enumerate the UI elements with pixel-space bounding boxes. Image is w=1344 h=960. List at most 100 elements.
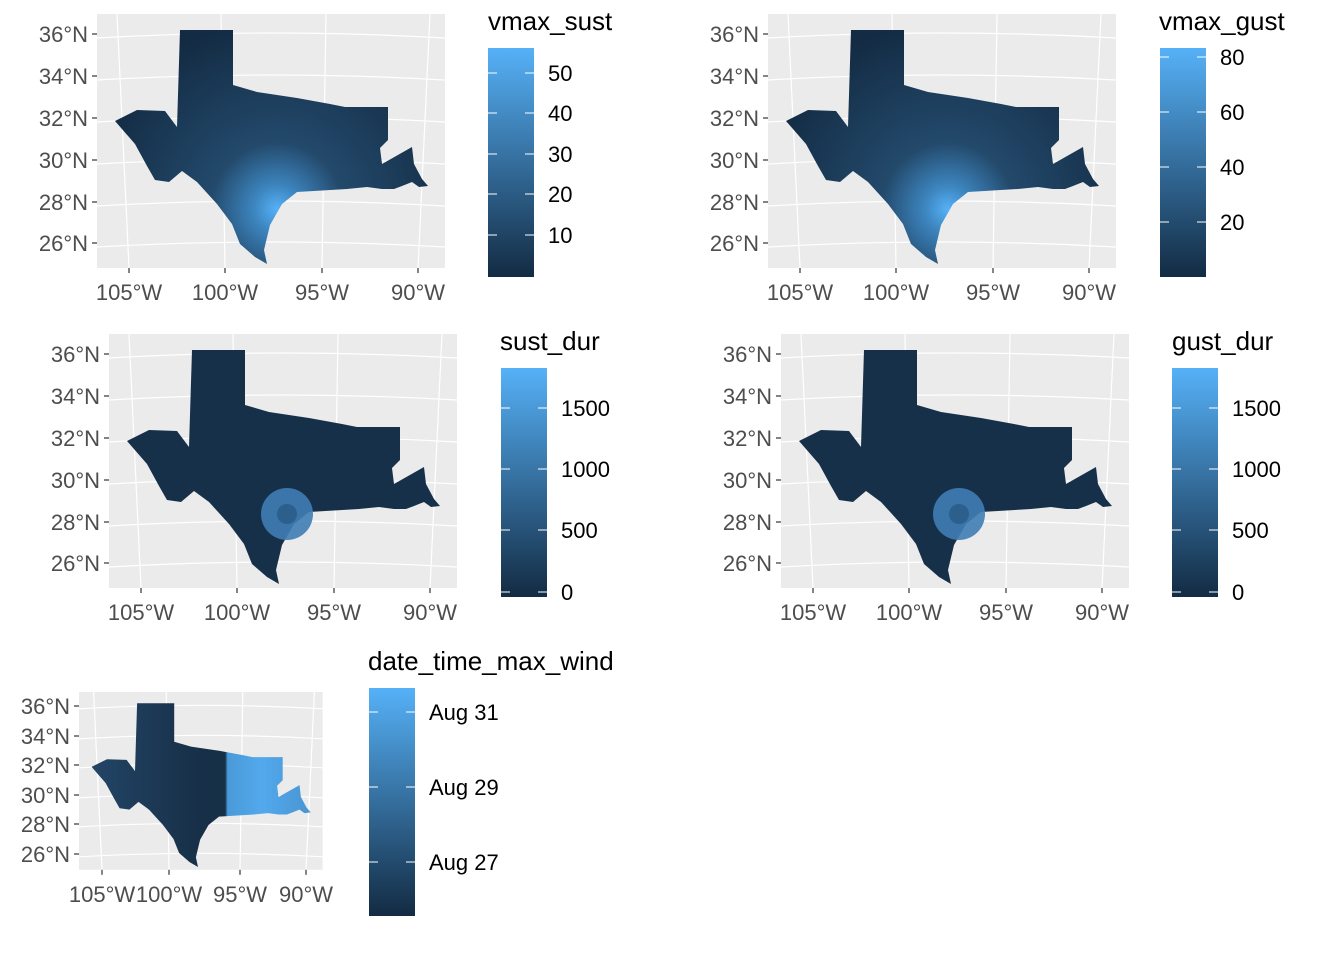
lat-tick-label: 26°N — [710, 231, 759, 256]
legend-tick-label: 1500 — [1232, 396, 1281, 421]
legend-tick-label: 20 — [548, 182, 572, 207]
texas-region-fill — [127, 350, 440, 584]
gridline-lat — [78, 734, 323, 740]
gridline-lon — [417, 13, 431, 269]
lon-tick-label: 105°W — [767, 280, 834, 305]
lon-tick-label: 100°W — [863, 280, 930, 305]
lat-tick-label: 32°N — [710, 106, 759, 131]
lat-tick-label: 26°N — [39, 231, 88, 256]
duration-hotspot-core — [949, 504, 969, 524]
lat-tick-label: 36°N — [710, 22, 759, 47]
gridline-lat — [780, 561, 1130, 568]
legend-tick-label: Aug 27 — [429, 850, 499, 875]
legend-tick-label: 500 — [1232, 518, 1269, 543]
lat-tick-label: 30°N — [51, 468, 100, 493]
lat-tick-label: 34°N — [723, 384, 772, 409]
gridline-lat — [767, 241, 1117, 248]
lon-tick-label: 95°W — [213, 882, 267, 907]
lat-tick-label: 30°N — [710, 148, 759, 173]
legend-tick-label: 1000 — [1232, 457, 1281, 482]
legend-tick-label: 0 — [1232, 580, 1244, 605]
lat-tick-label: 34°N — [710, 64, 759, 89]
lon-tick-label: 90°W — [1062, 280, 1116, 305]
lon-tick-label: 105°W — [780, 600, 847, 625]
legend-title: vmax_sust — [488, 6, 613, 36]
legend-title: vmax_gust — [1159, 6, 1285, 36]
gridline-lon — [128, 333, 142, 589]
legend-tick-label: 1000 — [561, 457, 610, 482]
texas-region-fill — [115, 30, 428, 264]
duration-hotspot-core — [277, 504, 297, 524]
lat-tick-label: 28°N — [21, 812, 70, 837]
lat-tick-label: 36°N — [39, 22, 88, 47]
lat-tick-label: 30°N — [39, 148, 88, 173]
lon-tick-label: 95°W — [979, 600, 1033, 625]
gridline-lat — [96, 241, 446, 248]
lat-tick-label: 32°N — [51, 426, 100, 451]
lon-tick-label: 90°W — [279, 882, 333, 907]
gridline-lon — [1088, 13, 1102, 269]
lon-tick-label: 95°W — [307, 600, 361, 625]
lon-tick-label: 100°W — [192, 280, 259, 305]
legend-tick-label: Aug 31 — [429, 700, 499, 725]
lon-tick-label: 105°W — [108, 600, 175, 625]
gridline-lat — [780, 352, 1130, 359]
texas-region-fill — [91, 703, 311, 867]
lat-tick-label: 28°N — [51, 510, 100, 535]
gridline-lat — [108, 352, 458, 359]
lon-tick-label: 100°W — [204, 600, 271, 625]
lat-tick-label: 28°N — [723, 510, 772, 535]
legend-tick-label: 40 — [1220, 155, 1244, 180]
legend-colorbar — [1160, 48, 1206, 277]
lon-tick-label: 105°W — [69, 882, 136, 907]
lat-tick-label: 34°N — [51, 384, 100, 409]
lon-tick-label: 90°W — [403, 600, 457, 625]
lat-tick-label: 26°N — [723, 551, 772, 576]
legend-title: sust_dur — [500, 326, 600, 356]
lon-tick-label: 90°W — [391, 280, 445, 305]
gridline-lon — [429, 333, 443, 589]
gridline-lon — [800, 333, 814, 589]
legend-tick-label: 50 — [548, 61, 572, 86]
gridline-lat — [96, 32, 446, 39]
legend-colorbar — [501, 368, 547, 597]
map-panel-sust_dur: 36°N 34°N 32°N 30°N 28°N 26°N 105°W 100°W 95°W 90… — [51, 326, 610, 625]
lon-tick-label: 105°W — [96, 280, 163, 305]
lon-tick-label: 100°W — [136, 882, 203, 907]
legend-tick-label: 0 — [561, 580, 573, 605]
lat-tick-label: 30°N — [21, 783, 70, 808]
gridline-lon — [305, 691, 315, 870]
lat-tick-label: 32°N — [723, 426, 772, 451]
lat-tick-label: 36°N — [51, 342, 100, 367]
lon-tick-label: 90°W — [1075, 600, 1129, 625]
legend-title: date_time_max_wind — [368, 646, 614, 676]
texas-region-fill — [799, 350, 1112, 584]
gridline-lat — [108, 561, 458, 568]
lat-tick-label: 34°N — [39, 64, 88, 89]
legend-tick-label: 80 — [1220, 45, 1244, 70]
legend-tick-label: 500 — [561, 518, 598, 543]
lat-tick-label: 28°N — [710, 190, 759, 215]
lat-tick-label: 34°N — [21, 724, 70, 749]
gridline-lat — [96, 74, 446, 81]
lat-tick-label: 26°N — [21, 842, 70, 867]
lat-tick-label: 32°N — [39, 106, 88, 131]
map-panel-date_time_max_wind: 36°N 34°N 32°N 30°N 28°N 26°N 105°W 100°W 95°W 90… — [21, 646, 614, 916]
legend-colorbar — [1172, 368, 1218, 597]
lon-tick-label: 100°W — [876, 600, 943, 625]
lat-tick-label: 32°N — [21, 753, 70, 778]
map-panel-gust_dur: 36°N 34°N 32°N 30°N 28°N 26°N 105°W 100°W 95°W 90… — [723, 326, 1281, 625]
lat-tick-label: 36°N — [723, 342, 772, 367]
gridline-lat — [767, 74, 1117, 81]
texas-region-fill — [786, 30, 1099, 264]
lat-tick-label: 36°N — [21, 694, 70, 719]
lon-tick-label: 95°W — [966, 280, 1020, 305]
gridline-lon — [1101, 333, 1115, 589]
gridline-lat — [780, 394, 1130, 401]
lat-tick-label: 26°N — [51, 551, 100, 576]
gridline-lon — [787, 13, 801, 269]
legend-title: gust_dur — [1172, 326, 1274, 356]
legend-colorbar — [488, 48, 534, 277]
legend-colorbar — [369, 688, 415, 916]
